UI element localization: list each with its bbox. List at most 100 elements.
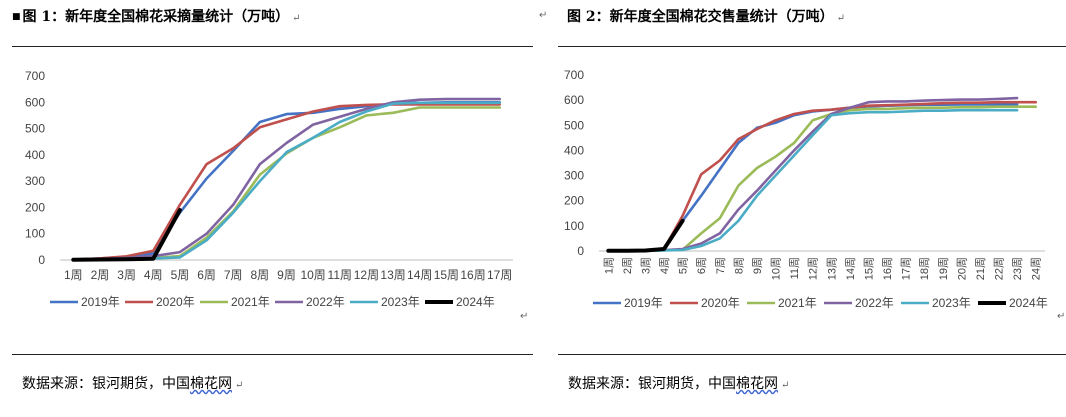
- x-tick-label: 5周: [171, 268, 190, 282]
- chart-panel-pick: ■ 图 1：新年度全国棉花采摘量统计（万吨） ↵ 0 100 200 300 400 500 6…: [12, 6, 533, 393]
- sales-line-chart: 0 100 200 300 400 500 600 700 1周 2周 3周 4周 5周 6周 7周 8周 9周…: [564, 68, 1048, 310]
- source-link[interactable]: 棉花网: [190, 376, 232, 392]
- x-tick-label: 5周: [677, 257, 690, 274]
- y-tick-label: 100: [25, 227, 45, 241]
- y-tick-label: 500: [564, 118, 584, 132]
- y-tick-label: 200: [25, 200, 45, 214]
- x-tick-label: 8周: [732, 257, 745, 274]
- chart-title-text: 图 1：新年度全国棉花采摘量统计（万吨）: [22, 9, 290, 25]
- y-tick-label: 400: [564, 143, 584, 157]
- paragraph-mark-icon: ↵: [235, 380, 244, 391]
- y-tick-label: 0: [38, 253, 45, 267]
- y-tick-label: 300: [25, 174, 45, 188]
- y-tick-label: 700: [25, 69, 45, 83]
- paragraph-mark-icon: ↵: [1057, 311, 1066, 322]
- x-tick-label: 17周: [900, 257, 913, 280]
- y-tick-label: 0: [577, 244, 584, 258]
- x-tick-label: 6周: [197, 268, 216, 282]
- x-tick-label: 15周: [862, 257, 875, 280]
- series-line-2022年: [72, 97, 501, 261]
- x-tick-label: 3周: [639, 257, 652, 274]
- y-tick-label: 700: [564, 68, 584, 82]
- x-tick-label: 17周: [487, 268, 512, 282]
- y-tick-label: 600: [25, 95, 45, 109]
- x-tick-label: 8周: [251, 268, 270, 282]
- legend-label: 2020年: [701, 296, 740, 310]
- x-tick-label: 11周: [788, 257, 801, 279]
- series-line-2019年: [607, 102, 1019, 252]
- legend-label: 2019年: [624, 296, 663, 310]
- x-tick-label: 4周: [658, 257, 671, 274]
- legend-label: 2022年: [855, 296, 894, 310]
- legend-label: 2022年: [306, 295, 345, 309]
- paragraph-mark-icon: ↵: [520, 311, 529, 322]
- bullet-square-icon: ■: [12, 12, 21, 22]
- source-prefix: 数据来源：银河期货，中国: [568, 376, 736, 392]
- x-tick-label: 23周: [1011, 257, 1024, 280]
- x-tick-label: 1周: [602, 257, 615, 274]
- legend-label: 2023年: [381, 295, 420, 309]
- series-line-2020年: [607, 100, 1037, 252]
- x-tick-label: 4周: [144, 268, 163, 282]
- series-line-2023年: [607, 108, 1019, 252]
- x-tick-label: 13周: [825, 257, 838, 280]
- paragraph-mark-icon: ↵: [292, 13, 301, 24]
- paragraph-mark-icon: ↵: [836, 13, 846, 24]
- y-tick-label: 400: [25, 148, 45, 162]
- legend-label: 2024年: [456, 295, 495, 309]
- paragraph-mark-icon: ↵: [781, 380, 790, 391]
- x-tick-label: 15周: [434, 268, 459, 282]
- x-tick-label: 13周: [380, 268, 405, 282]
- x-tick-label: 16周: [460, 268, 485, 282]
- x-tick-label: 10周: [300, 268, 325, 282]
- chart-panel-sales: 图 2：新年度全国棉花交售量统计（万吨） ↵ 0 100 200 300 400 500 60…: [533, 0, 1066, 417]
- legend-label: 2024年: [1009, 296, 1048, 310]
- source-note: 数据来源：银河期货，中国棉花网 ↵: [568, 373, 789, 393]
- source-prefix: 数据来源：银河期货，中国: [22, 376, 190, 392]
- series-line-2021年: [607, 105, 1037, 252]
- x-tick-label: 12周: [807, 257, 820, 280]
- legend-label: 2019年: [81, 295, 120, 309]
- x-tick-label: 10周: [770, 257, 783, 280]
- chart-title: ■ 图 1：新年度全国棉花采摘量统计（万吨） ↵: [12, 6, 301, 26]
- series-line-2021年: [72, 106, 501, 261]
- y-tick-label: 200: [564, 194, 584, 208]
- paragraph-mark-icon: ↵: [539, 10, 548, 21]
- x-tick-label: 11周: [328, 268, 352, 282]
- x-tick-label: 2周: [621, 257, 634, 274]
- x-tick-label: 3周: [117, 268, 136, 282]
- series-line-2023年: [72, 101, 501, 261]
- y-tick-label: 500: [25, 122, 45, 136]
- source-note: 数据来源：银河期货，中国棉花网 ↵: [22, 373, 243, 393]
- x-tick-label: 9周: [751, 257, 764, 274]
- y-tick-label: 300: [564, 169, 584, 183]
- y-tick-label: 100: [564, 219, 584, 233]
- legend-label: 2020年: [156, 295, 195, 309]
- x-tick-label: 22周: [993, 257, 1006, 280]
- legend-label: 2021年: [778, 296, 817, 310]
- x-tick-label: 7周: [224, 268, 243, 282]
- x-tick-label: 9周: [277, 268, 296, 282]
- x-tick-label: 6周: [695, 257, 708, 274]
- series-line-2024年: [606, 218, 685, 253]
- x-tick-label: 7周: [714, 257, 727, 274]
- chart-title: 图 2：新年度全国棉花交售量统计（万吨） ↵: [567, 6, 845, 26]
- source-link[interactable]: 棉花网: [736, 376, 778, 392]
- x-tick-label: 1周: [64, 268, 83, 282]
- series-line-2024年: [71, 208, 182, 262]
- x-tick-label: 21周: [974, 257, 987, 280]
- bottom-rule: [558, 354, 1066, 355]
- x-tick-label: 12周: [354, 268, 379, 282]
- x-tick-label: 19周: [937, 257, 950, 280]
- legend-label: 2023年: [932, 296, 971, 310]
- bottom-rule: [12, 354, 533, 355]
- chart-title-text: 图 2：新年度全国棉花交售量统计（万吨）: [567, 9, 834, 25]
- x-tick-label: 16周: [881, 257, 894, 280]
- top-rule: [558, 46, 1066, 47]
- x-tick-label: 2周: [91, 268, 110, 282]
- series-line-2019年: [72, 101, 501, 261]
- x-tick-label: 20周: [955, 257, 968, 280]
- y-tick-label: 600: [564, 93, 584, 107]
- x-tick-label: 14周: [844, 257, 857, 280]
- x-tick-label: 14周: [407, 268, 432, 282]
